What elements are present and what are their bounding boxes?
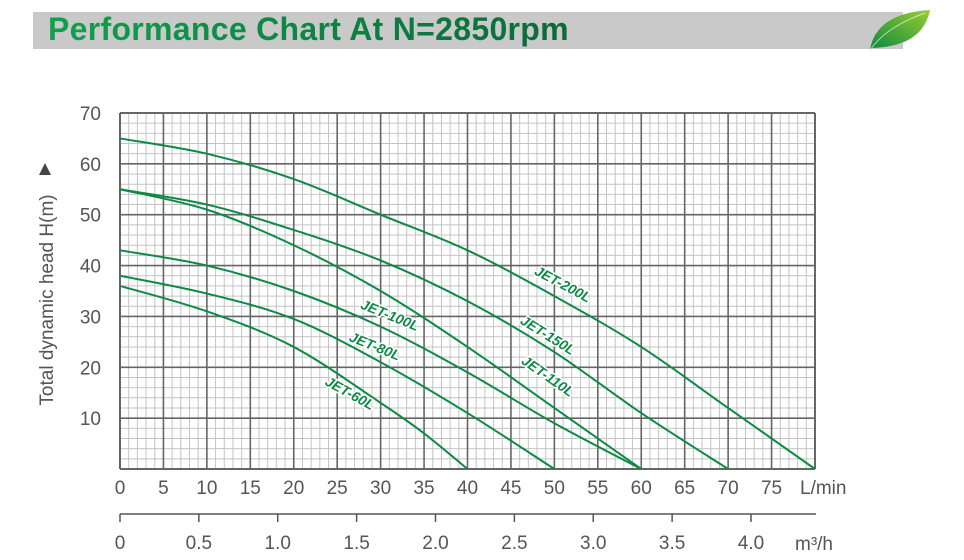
x2-tick-label: 2.0: [422, 533, 448, 554]
curve-label-jet-60l: JET-60L: [323, 373, 378, 413]
y-tick-label: 30: [80, 307, 101, 328]
x2-tick-label: 1.5: [343, 533, 369, 554]
x2-tick-label: 1.0: [265, 533, 291, 554]
x2-tick-label: 2.5: [501, 533, 527, 554]
x2-tick-label: 3.5: [659, 533, 685, 554]
green-leaf-icon: [869, 10, 930, 51]
x-tick-label: 20: [283, 478, 304, 499]
curve-jet-150l: [119, 188, 729, 470]
y-tick-label: 70: [80, 104, 101, 125]
x-tick-label: 55: [587, 478, 608, 499]
curve-label-jet-100l: JET-100L: [358, 296, 421, 334]
title-banner: [33, 12, 903, 49]
x-tick-label: 0: [115, 478, 126, 499]
x-tick-label: 65: [674, 478, 695, 499]
curve-jet-110l: [119, 188, 642, 470]
x2-tick-label: 3.0: [580, 533, 606, 554]
x-tick-label: 75: [761, 478, 782, 499]
secondary-x-axis: 0 0.5 1.0 1.5 2.0 2.5 3.0 3.5 4.0: [115, 513, 816, 554]
y-tick-label: 60: [80, 155, 101, 176]
y-tick-label: 50: [80, 206, 101, 227]
curve-jet-60l: [119, 284, 469, 470]
x-tick-label: 30: [370, 478, 391, 499]
x-tick-label: 5: [158, 478, 169, 499]
major-grid: [119, 112, 816, 470]
x-tick-label: 45: [500, 478, 521, 499]
y-axis-arrow-icon: [39, 163, 51, 175]
y-tick-label: 20: [80, 358, 101, 379]
x-tick-label: 50: [544, 478, 565, 499]
x2-axis-unit: m³/h: [795, 534, 833, 555]
curve-jet-100l: [119, 249, 642, 470]
curve-jet-80l: [119, 274, 555, 470]
x-tick-label: 15: [240, 478, 261, 499]
x-tick-label: 60: [631, 478, 652, 499]
x2-tick-label: 0.5: [186, 533, 212, 554]
x-tick-label: 25: [327, 478, 348, 499]
x-tick-label: 70: [718, 478, 739, 499]
curve-jet-200l: [119, 137, 816, 470]
chart-title: Performance Chart At N=2850rpm: [48, 11, 569, 47]
y-tick-label: 10: [80, 409, 101, 430]
y-tick-label: 40: [80, 257, 101, 278]
curve-label-jet-110l: JET-110L: [519, 352, 578, 400]
x-tick-label: 10: [196, 478, 217, 499]
x2-tick-label: 0: [115, 533, 126, 554]
x-tick-label: 40: [457, 478, 478, 499]
x2-tick-label: 4.0: [738, 533, 764, 554]
x-tick-label: 35: [413, 478, 434, 499]
y-axis-label: Total dynamic head H(m): [37, 194, 58, 405]
tick-labels: 0 5 10 15 20 25 30 35 40 45 50 55 60 65 70 75 10 20 30 40 50…: [80, 104, 782, 499]
x-axis-unit: L/min: [800, 478, 846, 499]
